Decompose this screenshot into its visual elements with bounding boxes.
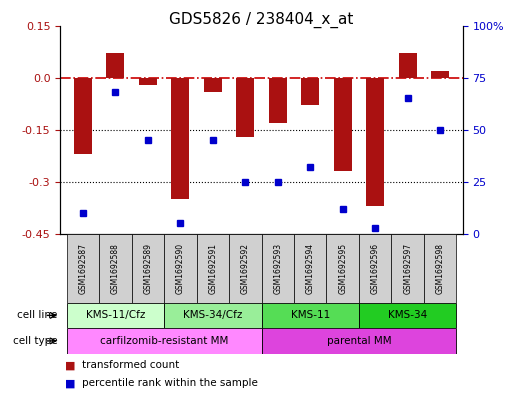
Bar bbox=[197, 234, 229, 303]
Bar bbox=[139, 77, 157, 84]
Bar bbox=[431, 71, 449, 77]
Bar bbox=[236, 77, 254, 137]
Text: GSM1692598: GSM1692598 bbox=[436, 243, 445, 294]
Bar bbox=[326, 234, 359, 303]
Text: GDS5826 / 238404_x_at: GDS5826 / 238404_x_at bbox=[169, 12, 354, 28]
Bar bbox=[334, 77, 351, 171]
Text: KMS-34: KMS-34 bbox=[388, 310, 427, 320]
Text: GSM1692589: GSM1692589 bbox=[143, 243, 152, 294]
Bar bbox=[262, 303, 359, 328]
Bar bbox=[204, 77, 222, 92]
Text: transformed count: transformed count bbox=[82, 360, 179, 371]
Bar bbox=[359, 303, 457, 328]
Bar bbox=[391, 234, 424, 303]
Text: GSM1692592: GSM1692592 bbox=[241, 243, 250, 294]
Bar bbox=[132, 234, 164, 303]
Text: GSM1692587: GSM1692587 bbox=[78, 243, 87, 294]
Bar bbox=[366, 77, 384, 206]
Bar bbox=[301, 77, 319, 105]
Bar bbox=[424, 234, 457, 303]
Text: GSM1692596: GSM1692596 bbox=[371, 242, 380, 294]
Text: cell type: cell type bbox=[13, 336, 58, 346]
Bar bbox=[172, 77, 189, 199]
Text: GSM1692590: GSM1692590 bbox=[176, 242, 185, 294]
Bar bbox=[294, 234, 326, 303]
Bar bbox=[66, 328, 262, 354]
Bar bbox=[262, 328, 457, 354]
Text: carfilzomib-resistant MM: carfilzomib-resistant MM bbox=[100, 336, 228, 346]
Bar bbox=[74, 77, 92, 154]
Bar bbox=[66, 303, 164, 328]
Text: parental MM: parental MM bbox=[327, 336, 391, 346]
Text: GSM1692594: GSM1692594 bbox=[306, 242, 315, 294]
Bar bbox=[262, 234, 294, 303]
Bar bbox=[66, 234, 99, 303]
Bar bbox=[269, 77, 287, 123]
Text: cell line: cell line bbox=[17, 310, 58, 320]
Bar bbox=[399, 53, 417, 77]
Text: GSM1692597: GSM1692597 bbox=[403, 242, 412, 294]
Text: GSM1692591: GSM1692591 bbox=[208, 243, 217, 294]
Bar bbox=[164, 234, 197, 303]
Text: KMS-11/Cfz: KMS-11/Cfz bbox=[86, 310, 145, 320]
Bar bbox=[229, 234, 262, 303]
Text: GSM1692595: GSM1692595 bbox=[338, 242, 347, 294]
Text: GSM1692593: GSM1692593 bbox=[273, 242, 282, 294]
Bar bbox=[164, 303, 262, 328]
Bar bbox=[99, 234, 132, 303]
Bar bbox=[359, 234, 391, 303]
Text: percentile rank within the sample: percentile rank within the sample bbox=[82, 378, 258, 388]
Text: ■: ■ bbox=[65, 378, 76, 388]
Text: GSM1692588: GSM1692588 bbox=[111, 243, 120, 294]
Text: KMS-34/Cfz: KMS-34/Cfz bbox=[183, 310, 243, 320]
Text: KMS-11: KMS-11 bbox=[291, 310, 330, 320]
Text: ■: ■ bbox=[65, 360, 76, 371]
Bar bbox=[106, 53, 124, 77]
